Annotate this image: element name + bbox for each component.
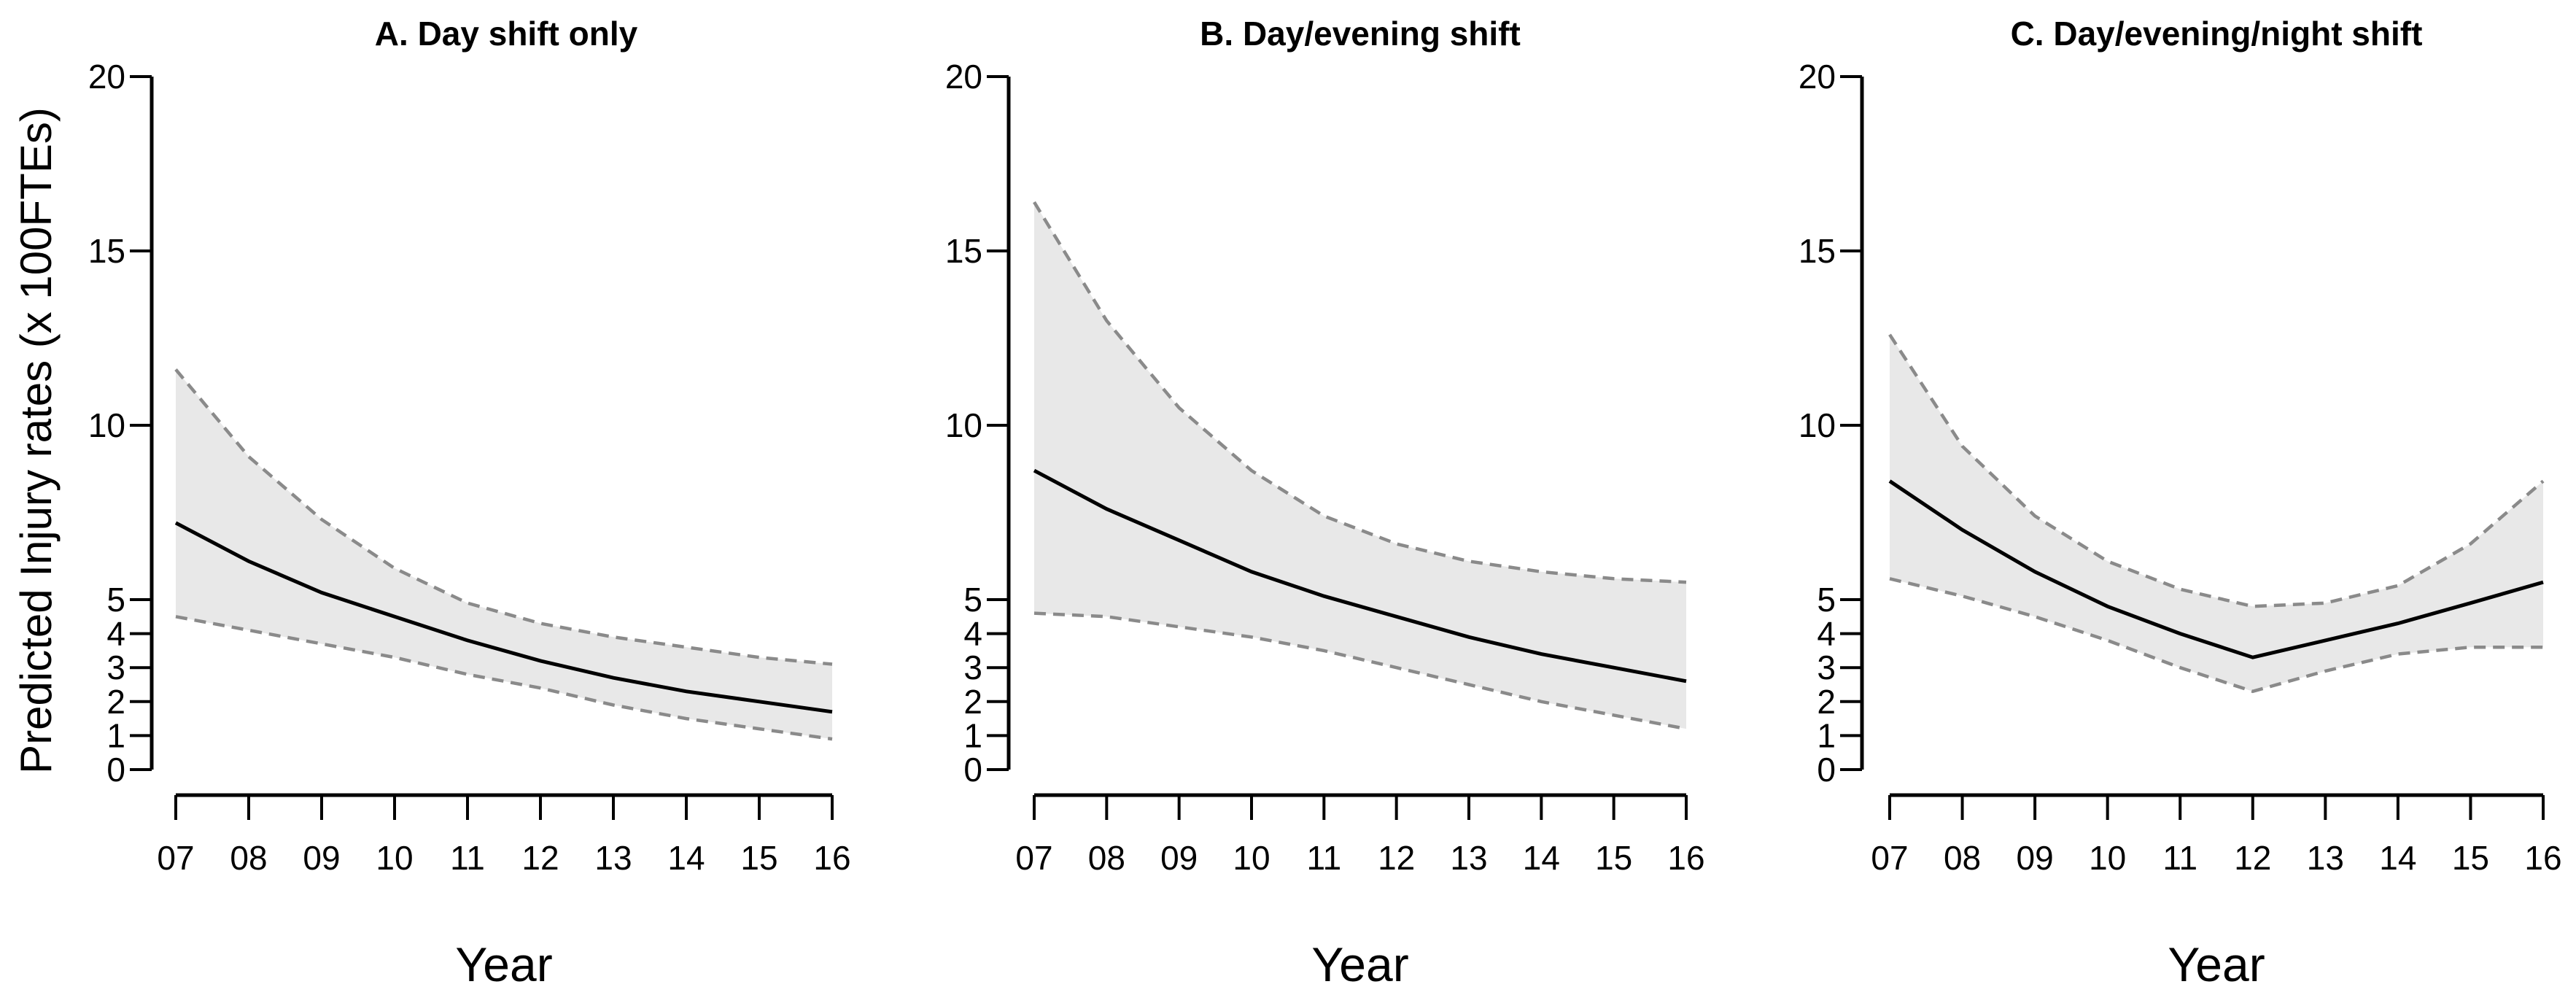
predicted-rate-line (1888, 479, 2544, 659)
x-tick-label: 11 (2162, 839, 2197, 877)
y-tick-label: 3 (1817, 649, 1836, 686)
y-tick-label: 4 (963, 615, 982, 653)
x-tick-label: 08 (1088, 839, 1125, 877)
x-tick-label: 10 (2089, 839, 2126, 877)
x-tick-label: 10 (1233, 839, 1270, 877)
x-tick-label: 07 (1871, 839, 1908, 877)
y-tick-label: 5 (106, 581, 125, 619)
y-tick-label: 1 (963, 716, 982, 754)
x-tick-label: 15 (2452, 839, 2489, 877)
x-tick-label: 12 (1378, 839, 1415, 877)
confidence-band (1034, 202, 1686, 729)
y-tick-label: 3 (963, 649, 982, 686)
lower-bound-line (1889, 577, 2543, 694)
y-tick-label: 0 (106, 751, 125, 789)
x-tick-label: 09 (2017, 839, 2054, 877)
x-tick-label: 15 (1595, 839, 1632, 877)
x-tick-label: 10 (376, 839, 413, 877)
x-tick-label: 12 (521, 839, 559, 877)
y-tick-label: 0 (1817, 751, 1836, 789)
y-tick-label: 20 (88, 58, 125, 96)
y-tick-label: 4 (106, 615, 125, 653)
x-tick-label: 16 (2524, 839, 2561, 877)
x-tick-label: 09 (1160, 839, 1198, 877)
x-tick-label: 13 (1450, 839, 1487, 877)
x-tick-label: 13 (594, 839, 632, 877)
lower-bound-line (175, 615, 833, 741)
y-tick-label: 10 (1799, 406, 1836, 444)
x-axis-label: Year (455, 937, 552, 991)
x-tick-label: 14 (667, 839, 705, 877)
y-tick-label: 10 (945, 406, 982, 444)
y-tick-label: 1 (1817, 716, 1836, 754)
confidence-band (176, 369, 832, 740)
confidence-band (1890, 334, 2543, 692)
x-tick-label: 08 (230, 839, 267, 877)
panel-title: C. Day/evening/night shift (2011, 15, 2423, 53)
x-tick-label: 08 (1944, 839, 1981, 877)
y-tick-label: 0 (963, 751, 982, 789)
upper-bound-line (1033, 201, 1687, 584)
x-tick-label: 14 (2379, 839, 2416, 877)
x-tick-label: 09 (303, 839, 340, 877)
y-tick-label: 15 (88, 232, 125, 270)
x-axis-label: Year (1311, 937, 1408, 991)
x-tick-label: 16 (1667, 839, 1704, 877)
x-tick-label: 11 (1306, 839, 1341, 877)
chart-panel-3: C. Day/evening/night shift01234510152007… (1799, 15, 2562, 991)
y-tick-label: 2 (963, 683, 982, 721)
panel-title: A. Day shift only (375, 15, 638, 53)
x-tick-label: 12 (2234, 839, 2271, 877)
x-tick-label: 15 (740, 839, 777, 877)
upper-bound-line (174, 368, 833, 666)
y-tick-label: 5 (1817, 581, 1836, 619)
y-tick-label: 3 (106, 649, 125, 686)
lower-bound-line (1033, 611, 1687, 731)
y-tick-label: 20 (945, 58, 982, 96)
x-tick-label: 07 (157, 839, 194, 877)
y-tick-label: 20 (1799, 58, 1836, 96)
x-axis-label: Year (2168, 937, 2265, 991)
y-tick-label: 10 (88, 406, 125, 444)
y-tick-label: 15 (945, 232, 982, 270)
x-tick-label: 11 (450, 839, 485, 877)
x-tick-label: 07 (1015, 839, 1052, 877)
y-tick-label: 1 (106, 716, 125, 754)
y-tick-label: 4 (1817, 615, 1836, 653)
predicted-rate-line (174, 521, 833, 714)
y-tick-label: 2 (1817, 683, 1836, 721)
y-tick-label: 5 (963, 581, 982, 619)
x-tick-label: 13 (2307, 839, 2344, 877)
x-tick-label: 14 (1523, 839, 1560, 877)
y-tick-label: 15 (1799, 232, 1836, 270)
x-tick-label: 16 (813, 839, 850, 877)
y-tick-label: 2 (106, 683, 125, 721)
predicted-rate-line (1033, 468, 1687, 684)
y-axis-label: Predicted Injury rates (x 100FTEs) (12, 107, 61, 774)
panel-title: B. Day/evening shift (1200, 15, 1521, 53)
